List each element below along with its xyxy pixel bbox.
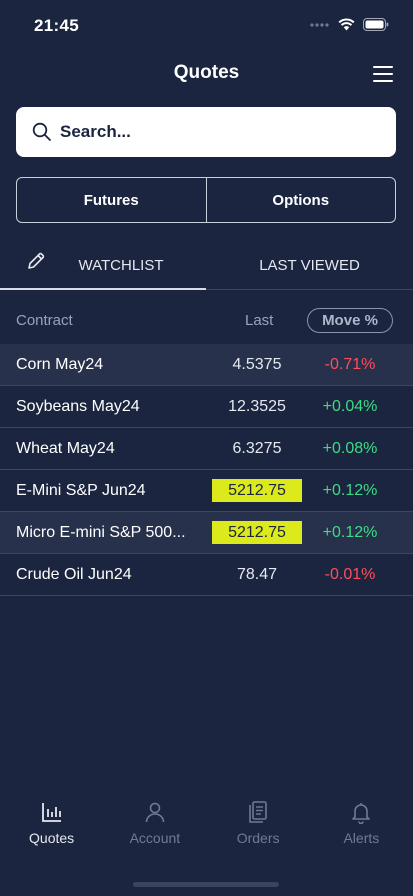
nav-account-label: Account — [129, 830, 181, 846]
quote-row[interactable]: E-Mini S&P Jun24 5212.75 +0.12% — [0, 470, 413, 512]
column-header-contract: Contract — [16, 312, 73, 329]
search-box[interactable] — [16, 107, 396, 157]
nav-alerts[interactable]: Alerts — [310, 800, 413, 860]
search-icon — [32, 122, 51, 141]
last-price-highlighted: 5212.75 — [212, 479, 302, 502]
bell-icon — [352, 803, 371, 824]
status-bar: 21:45 — [0, 0, 413, 50]
nav-quotes[interactable]: Quotes — [0, 800, 103, 860]
document-icon — [249, 801, 267, 823]
person-icon — [145, 802, 165, 823]
nav-header: Quotes — [0, 58, 413, 90]
contract-name: E-Mini S&P Jun24 — [16, 482, 146, 499]
move-percent: +0.12% — [322, 482, 378, 499]
home-indicator — [133, 882, 279, 887]
quote-row[interactable]: Soybeans May24 12.3525 +0.04% — [0, 386, 413, 428]
quotes-list: Corn May24 4.5375 -0.71% Soybeans May24 … — [0, 344, 413, 596]
contract-name: Corn May24 — [16, 356, 104, 373]
move-percent: +0.04% — [322, 398, 378, 415]
battery-icon — [363, 18, 389, 31]
status-icons — [310, 18, 389, 31]
last-price: 12.3525 — [228, 398, 286, 415]
contract-name: Soybeans May24 — [16, 398, 140, 415]
tab-watchlist[interactable]: WATCHLIST — [0, 242, 206, 288]
wifi-icon — [338, 18, 355, 31]
move-percent: +0.12% — [322, 524, 378, 541]
hamburger-menu-icon[interactable] — [373, 66, 393, 82]
move-percent-toggle-button[interactable]: Move % — [307, 308, 393, 333]
pencil-edit-icon[interactable] — [26, 251, 46, 271]
market-type-segmented-control: Futures Options — [16, 177, 396, 223]
nav-orders-label: Orders — [236, 830, 280, 846]
last-price: 78.47 — [236, 566, 278, 583]
segment-options[interactable]: Options — [205, 178, 396, 222]
bar-chart-icon — [41, 803, 61, 822]
column-header-last: Last — [245, 312, 274, 329]
search-input[interactable] — [58, 121, 362, 143]
quote-row[interactable]: Corn May24 4.5375 -0.71% — [0, 344, 413, 386]
active-tab-indicator — [0, 288, 206, 290]
move-percent: -0.01% — [324, 566, 376, 583]
contract-name: Wheat May24 — [16, 440, 115, 457]
quote-row[interactable]: Crude Oil Jun24 78.47 -0.01% — [0, 554, 413, 596]
column-headers: Contract Last Move % — [0, 306, 413, 336]
status-time: 21:45 — [34, 16, 79, 35]
contract-name: Crude Oil Jun24 — [16, 566, 132, 583]
nav-orders[interactable]: Orders — [207, 800, 310, 860]
quote-row[interactable]: Wheat May24 6.3275 +0.08% — [0, 428, 413, 470]
move-percent: -0.71% — [324, 356, 376, 373]
cellular-signal-icon — [310, 22, 329, 27]
nav-account[interactable]: Account — [103, 800, 206, 860]
bottom-tab-bar: Quotes Account Orders Alerts — [0, 800, 413, 860]
quote-row[interactable]: Micro E-mini S&P 500... 5212.75 +0.12% — [0, 512, 413, 554]
nav-alerts-label: Alerts — [343, 830, 380, 846]
move-percent: +0.08% — [322, 440, 378, 457]
last-price: 6.3275 — [232, 440, 282, 457]
last-price-highlighted: 5212.75 — [212, 521, 302, 544]
tab-last-viewed[interactable]: LAST VIEWED — [206, 242, 413, 288]
page-title: Quotes — [173, 62, 240, 83]
tab-watchlist-label: WATCHLIST — [78, 256, 164, 274]
contract-name: Micro E-mini S&P 500... — [16, 524, 186, 541]
nav-quotes-label: Quotes — [29, 830, 75, 846]
watchlist-tabs: WATCHLIST LAST VIEWED — [0, 242, 413, 290]
last-price: 4.5375 — [232, 356, 282, 373]
segment-futures[interactable]: Futures — [83, 191, 139, 209]
tab-last-viewed-label: LAST VIEWED — [259, 256, 360, 274]
